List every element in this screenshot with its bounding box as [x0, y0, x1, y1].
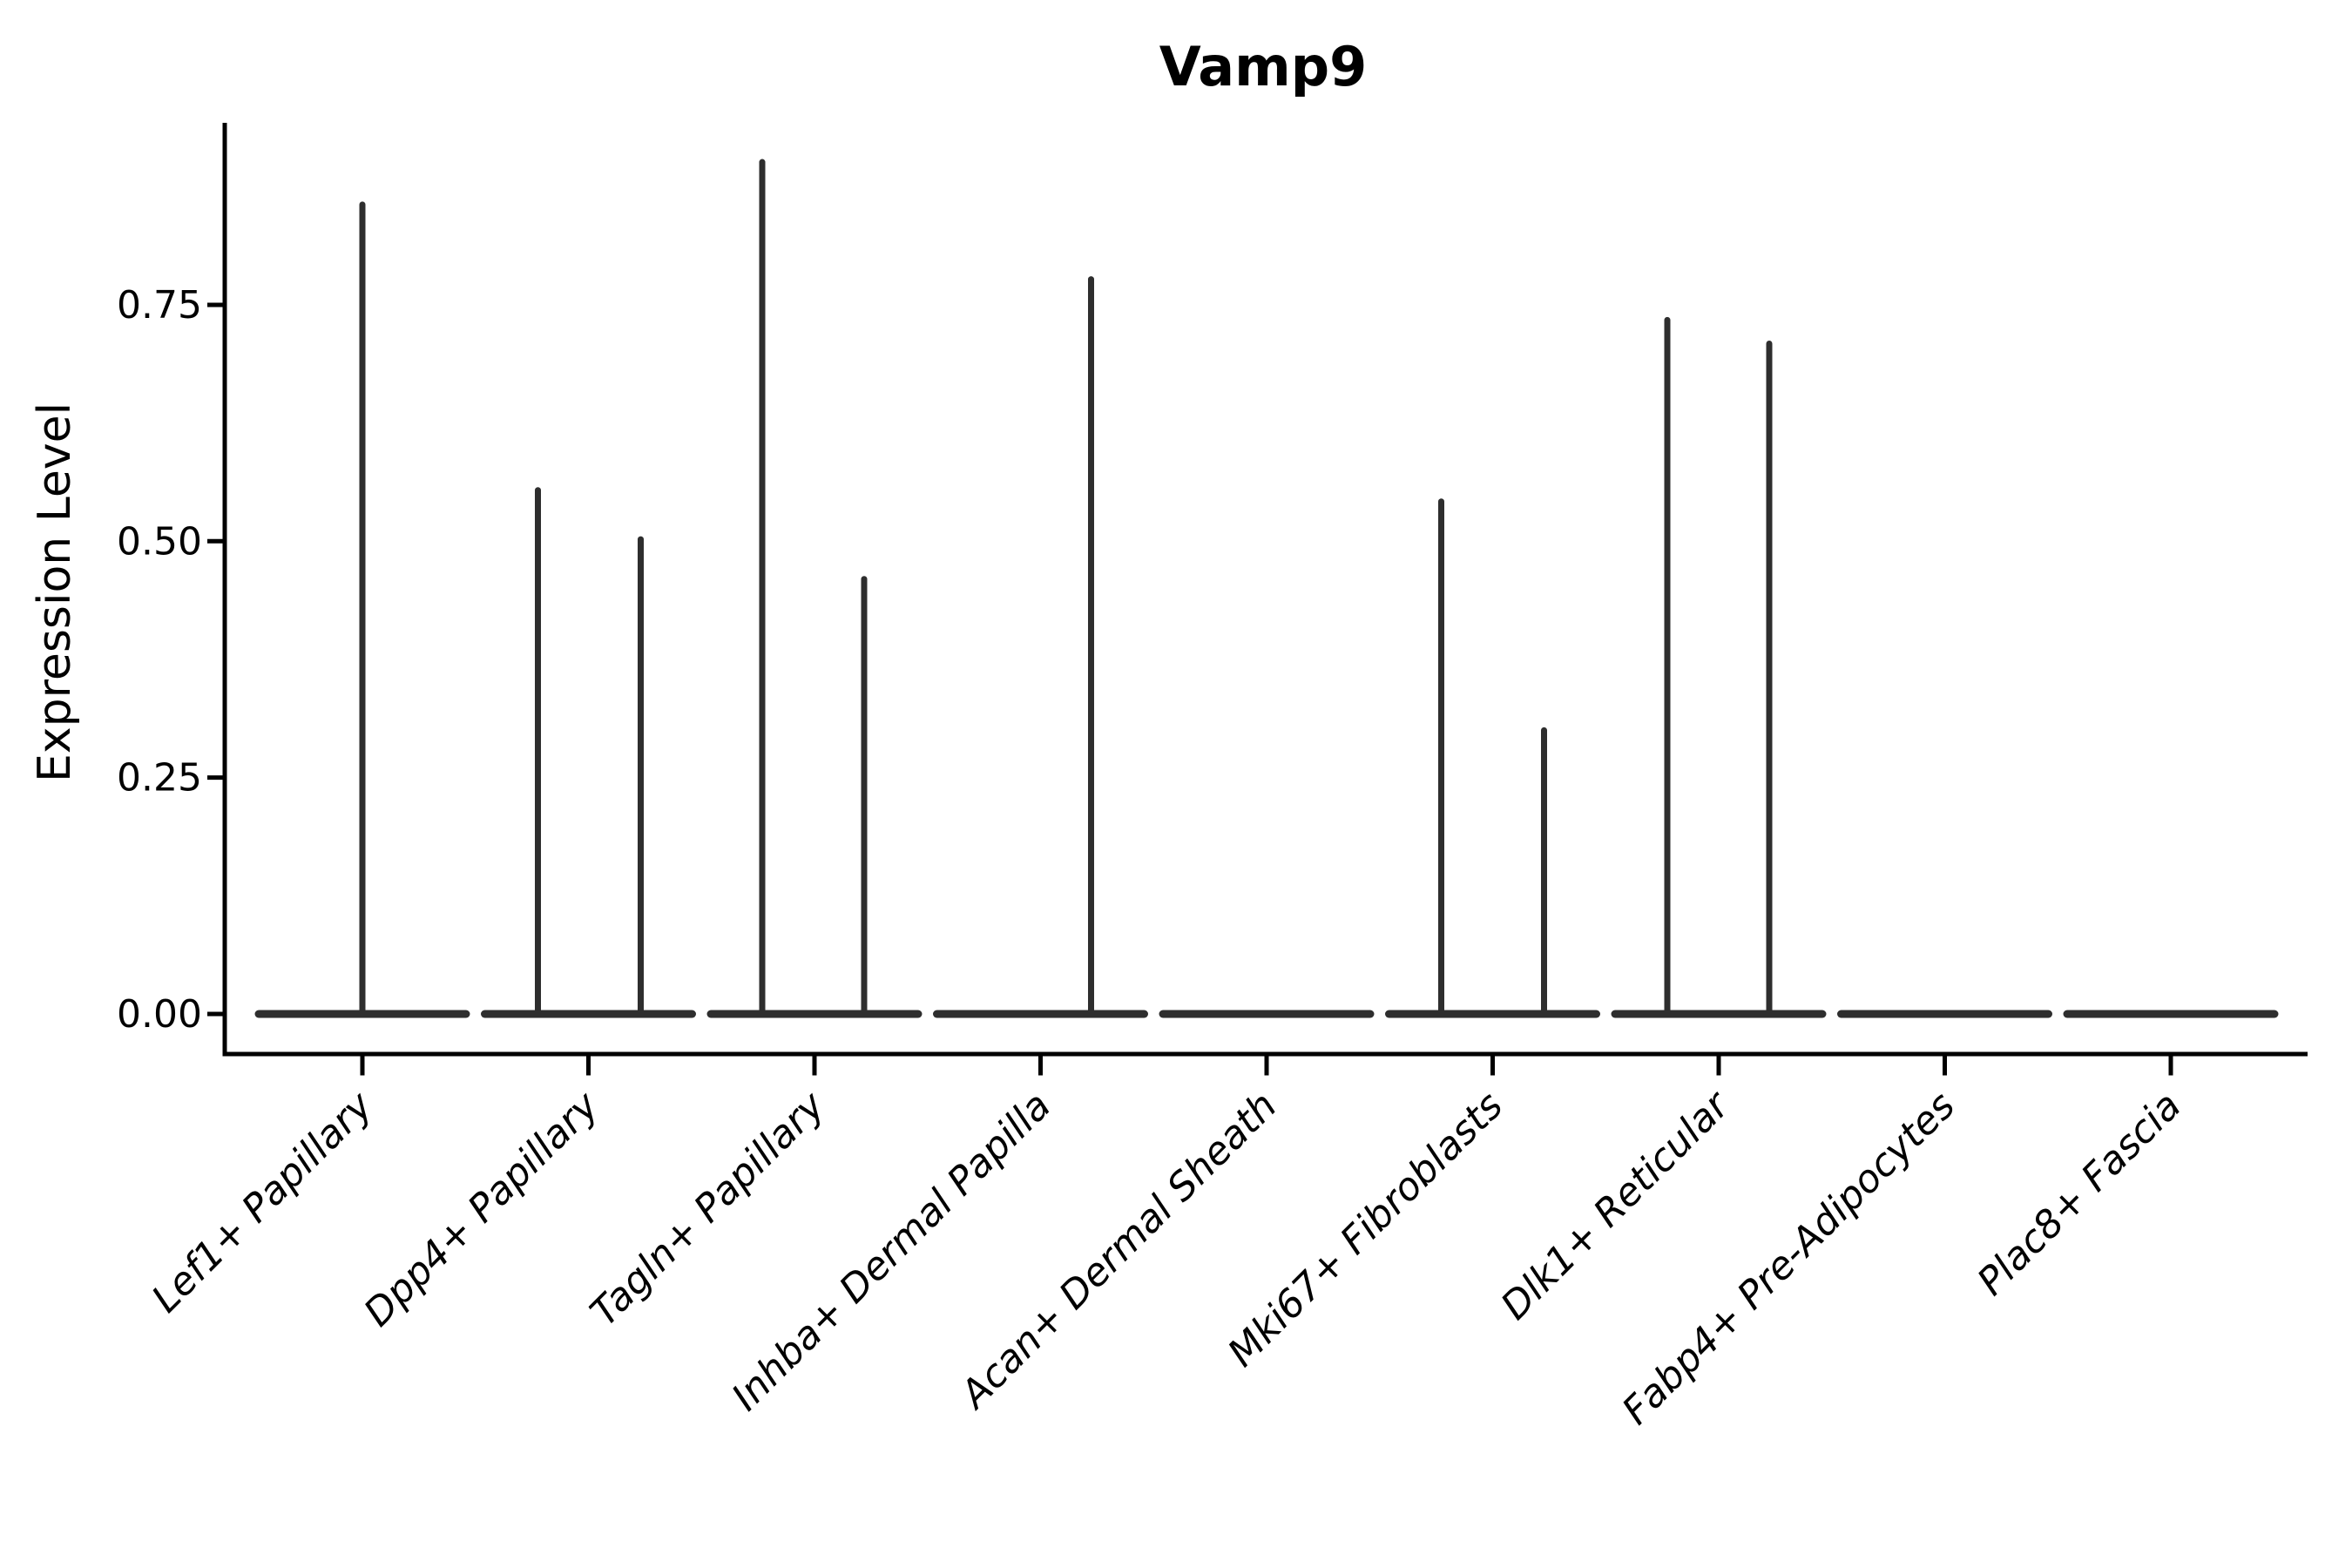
x-tick-label: Dlk1+ Reticular: [1492, 1082, 1739, 1328]
x-tick-label: Plac8+ Fascia: [1969, 1084, 2189, 1304]
axes-layer: [207, 123, 2308, 1076]
y-tick-label: 0.00: [117, 992, 202, 1037]
chart-title: Vamp9: [1159, 35, 1368, 98]
y-tick-label: 0.50: [117, 519, 202, 564]
y-tick-label: 0.25: [117, 756, 202, 801]
y-tick-label: 0.75: [117, 283, 202, 328]
y-axis-label: Expression Level: [29, 402, 81, 782]
x-tick-label: Dpp4+ Papillary: [355, 1083, 608, 1335]
x-tick-label: Tagln+ Papillary: [582, 1083, 834, 1335]
violins-layer: [254, 159, 2279, 1018]
x-tick-label: Lef1+ Papillary: [144, 1083, 382, 1321]
